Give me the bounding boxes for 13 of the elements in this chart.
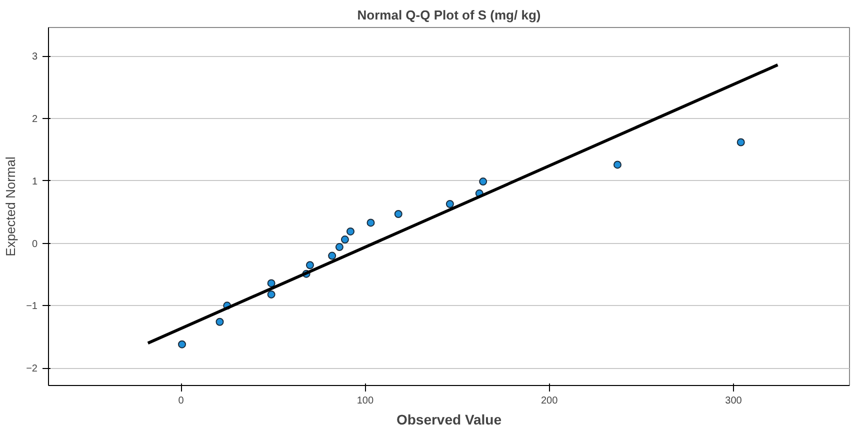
y-tick-label: 2 bbox=[32, 114, 38, 126]
chart-title: Normal Q-Q Plot of S (mg/ kg) bbox=[357, 8, 541, 22]
x-tick-label: 200 bbox=[541, 396, 558, 406]
y-tick-label: −1 bbox=[26, 301, 38, 312]
x-tick-label: 0 bbox=[178, 396, 184, 406]
x-axis-title: Observed Value bbox=[396, 412, 502, 428]
y-axis-title: Expected Normal bbox=[3, 156, 18, 256]
x-tick-label: 100 bbox=[356, 396, 374, 406]
y-tick-label: −2 bbox=[26, 364, 38, 375]
y-tick-label: 3 bbox=[32, 52, 38, 63]
y-tick-label: 0 bbox=[32, 238, 38, 250]
x-tick-label: 300 bbox=[725, 396, 742, 406]
y-tick-label: 1 bbox=[32, 176, 38, 188]
